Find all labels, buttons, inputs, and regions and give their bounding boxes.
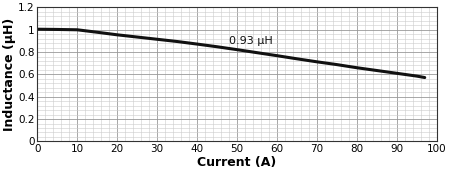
Text: 0.93 μH: 0.93 μH (229, 36, 273, 46)
X-axis label: Current (A): Current (A) (198, 155, 277, 169)
Y-axis label: Inductance (μH): Inductance (μH) (4, 18, 17, 131)
